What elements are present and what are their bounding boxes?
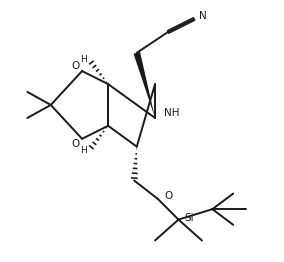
Text: N: N [199, 11, 207, 21]
Text: O: O [71, 139, 80, 149]
Polygon shape [133, 52, 155, 118]
Text: O: O [71, 61, 80, 71]
Text: O: O [164, 191, 172, 201]
Text: H: H [80, 55, 87, 64]
Text: NH: NH [164, 108, 180, 118]
Text: Si: Si [184, 213, 194, 223]
Text: H: H [80, 146, 87, 155]
